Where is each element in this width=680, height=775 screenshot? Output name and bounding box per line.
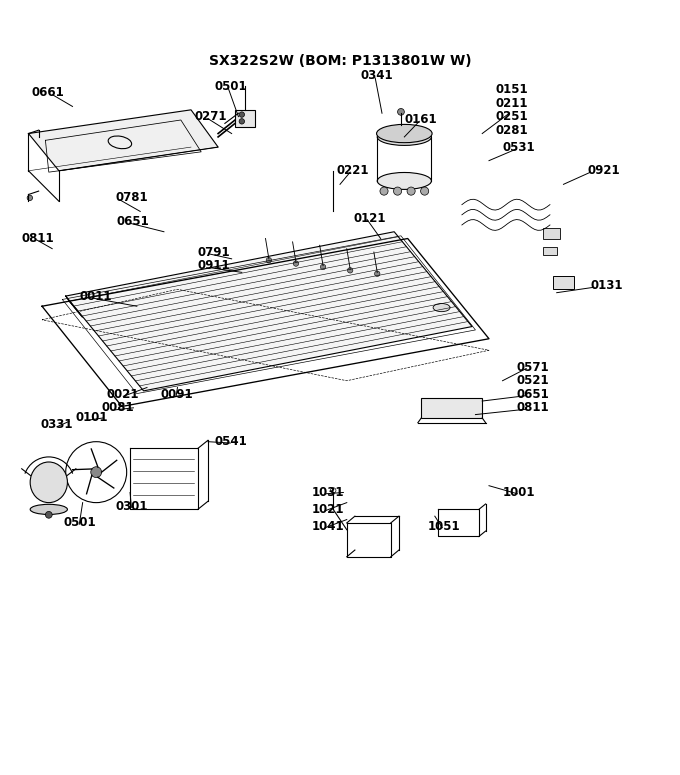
Text: 0211: 0211 (496, 97, 528, 109)
Text: 0101: 0101 (76, 412, 108, 425)
Circle shape (46, 512, 52, 518)
Text: 0521: 0521 (516, 374, 549, 388)
Bar (235, 110, 256, 127)
Text: 0081: 0081 (101, 401, 134, 415)
Text: SX322S2W (BOM: P1313801W W): SX322S2W (BOM: P1313801W W) (209, 54, 471, 68)
Text: 0501: 0501 (215, 80, 248, 93)
Text: 0341: 0341 (360, 70, 393, 82)
Text: 0811: 0811 (516, 401, 549, 415)
Text: 0501: 0501 (64, 516, 97, 529)
Text: 0161: 0161 (405, 113, 437, 126)
Ellipse shape (377, 129, 431, 146)
Circle shape (398, 109, 405, 115)
Text: 0331: 0331 (41, 418, 73, 431)
Circle shape (91, 467, 101, 477)
Text: 0781: 0781 (115, 191, 148, 205)
Circle shape (27, 195, 33, 201)
Text: 0651: 0651 (516, 388, 549, 401)
Bar (543, 229, 560, 239)
Text: 0281: 0281 (496, 124, 528, 136)
Ellipse shape (30, 462, 67, 503)
Ellipse shape (377, 173, 431, 189)
Text: 0091: 0091 (160, 388, 193, 401)
Circle shape (347, 267, 353, 273)
Text: 1041: 1041 (311, 520, 344, 533)
Text: 0651: 0651 (116, 215, 150, 228)
Text: 0541: 0541 (215, 436, 248, 448)
Text: 0151: 0151 (496, 83, 528, 96)
Bar (543, 247, 557, 256)
Circle shape (320, 264, 326, 270)
Text: 0811: 0811 (22, 232, 54, 245)
Text: 1051: 1051 (428, 520, 460, 533)
Text: 0921: 0921 (588, 164, 619, 177)
Text: 0221: 0221 (337, 164, 369, 177)
Text: 1001: 1001 (503, 486, 535, 499)
Circle shape (239, 112, 245, 117)
Text: 0571: 0571 (516, 360, 549, 374)
Text: 0131: 0131 (590, 280, 623, 292)
Text: 0911: 0911 (198, 259, 231, 272)
Ellipse shape (30, 505, 67, 515)
Text: 0271: 0271 (194, 110, 227, 123)
Circle shape (394, 187, 402, 195)
Ellipse shape (433, 304, 450, 312)
Text: 0531: 0531 (503, 140, 535, 153)
Text: 0791: 0791 (198, 246, 231, 259)
Polygon shape (29, 110, 218, 170)
Circle shape (266, 257, 271, 263)
Text: 0121: 0121 (354, 212, 386, 225)
Circle shape (239, 119, 245, 124)
Text: 0251: 0251 (496, 110, 528, 123)
Circle shape (293, 261, 299, 267)
Circle shape (421, 187, 428, 195)
Bar (554, 276, 574, 289)
Text: 1021: 1021 (311, 503, 344, 516)
Polygon shape (66, 232, 472, 391)
Text: 0021: 0021 (106, 388, 139, 401)
Text: 0301: 0301 (115, 500, 148, 512)
Circle shape (375, 271, 380, 277)
Ellipse shape (377, 125, 432, 143)
Text: 0661: 0661 (32, 86, 65, 99)
Text: 0011: 0011 (80, 290, 112, 302)
Circle shape (380, 187, 388, 195)
Bar (422, 398, 482, 418)
Text: 1031: 1031 (311, 486, 344, 499)
Circle shape (407, 187, 415, 195)
